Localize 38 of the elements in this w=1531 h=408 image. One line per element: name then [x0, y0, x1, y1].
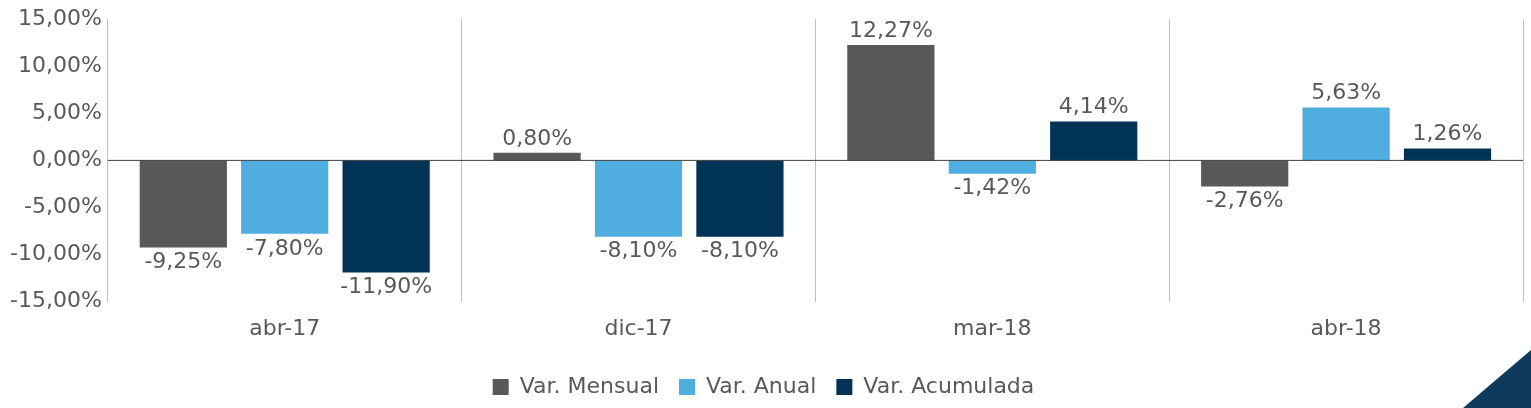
data-label: 1,26%: [1412, 120, 1483, 146]
x-tick-label: abr-18: [1310, 314, 1382, 340]
bar: [493, 152, 581, 161]
y-tick-label: 0,00%: [31, 146, 102, 172]
bar: [139, 160, 227, 248]
data-label: -8,10%: [599, 237, 678, 263]
bar: [241, 160, 329, 234]
y-tick-label: -5,00%: [24, 193, 102, 219]
data-label: -2,76%: [1205, 187, 1284, 213]
x-tick-label: abr-17: [249, 314, 321, 340]
bar: [847, 44, 935, 161]
y-tick-label: 5,00%: [31, 99, 102, 125]
bar: [594, 160, 683, 237]
data-label: -8,10%: [701, 237, 779, 263]
bar: [948, 160, 1036, 174]
data-label: 0,80%: [502, 124, 573, 150]
bar: [696, 160, 784, 237]
bar: [1050, 121, 1138, 161]
y-tick-label: 10,00%: [17, 51, 102, 77]
bar: [1201, 160, 1289, 187]
x-tick-label: dic-17: [604, 314, 673, 340]
data-label: 4,14%: [1058, 93, 1129, 119]
data-label: 12,27%: [848, 16, 933, 42]
data-label: -9,25%: [144, 248, 223, 274]
x-tick-label: mar-18: [953, 314, 1032, 340]
data-label: -1,42%: [953, 174, 1032, 200]
data-label: -7,80%: [245, 234, 324, 260]
legend-label: Var. Anual: [705, 372, 817, 398]
y-tick-label: -10,00%: [10, 240, 102, 266]
y-tick-label: -15,00%: [10, 287, 102, 313]
legend-label: Var. Acumulada: [863, 372, 1035, 398]
bar: [1302, 107, 1390, 161]
legend-label: Var. Mensual: [519, 372, 659, 398]
bar: [1403, 148, 1492, 161]
bar: [342, 160, 430, 273]
y-tick-label: 15,00%: [17, 4, 102, 30]
data-label: -11,90%: [340, 273, 433, 299]
data-label: 5,63%: [1311, 79, 1382, 105]
